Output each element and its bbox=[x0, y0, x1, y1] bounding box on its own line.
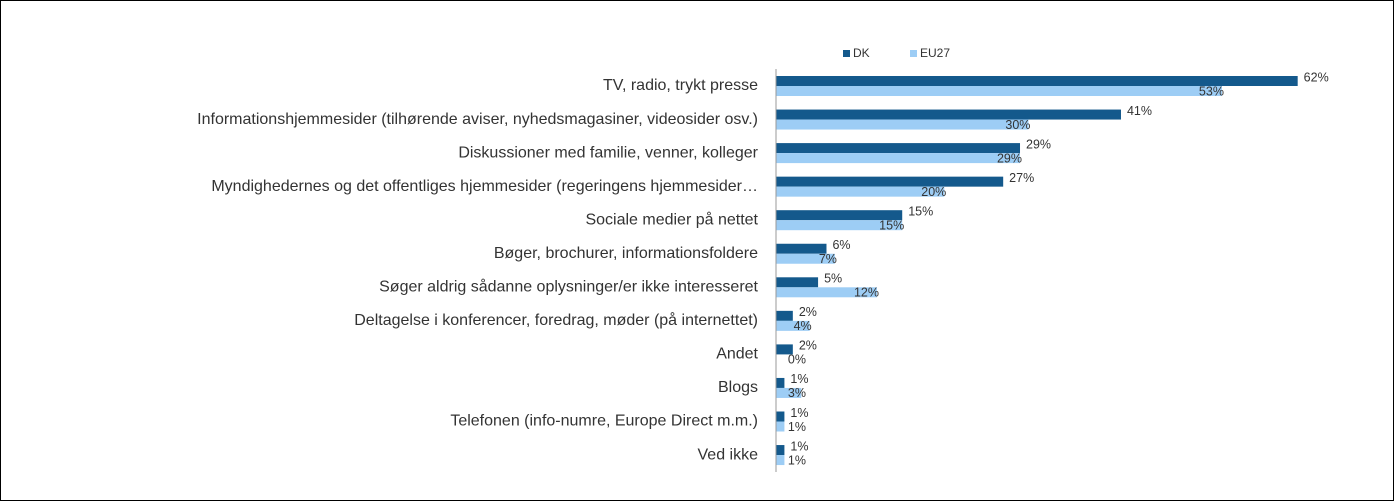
bar bbox=[776, 176, 1004, 187]
bar bbox=[776, 455, 785, 466]
bar bbox=[776, 143, 1021, 154]
value-label: 41% bbox=[1127, 104, 1152, 118]
value-label: 3% bbox=[788, 386, 806, 400]
value-label: 29% bbox=[997, 151, 1022, 165]
value-label: 29% bbox=[1026, 137, 1051, 151]
category-label: Andet bbox=[716, 346, 758, 363]
category-label: Informationshjemmesider (tilhørende avis… bbox=[197, 111, 758, 128]
bar bbox=[776, 287, 877, 298]
value-label: 62% bbox=[1304, 70, 1329, 84]
bar bbox=[776, 186, 945, 197]
bar bbox=[776, 310, 793, 321]
value-label: 12% bbox=[854, 286, 879, 300]
value-label: 5% bbox=[824, 272, 842, 286]
legend-swatch bbox=[843, 50, 850, 57]
category-label: Ved ikke bbox=[698, 446, 759, 463]
category-label: Søger aldrig sådanne oplysninger/er ikke… bbox=[379, 278, 758, 296]
bar bbox=[776, 210, 903, 221]
bar bbox=[776, 243, 827, 254]
value-label: 1% bbox=[790, 406, 808, 420]
bar bbox=[776, 277, 819, 288]
category-label: Deltagelse i konferencer, foredrag, møde… bbox=[354, 311, 758, 329]
value-label: 2% bbox=[799, 339, 817, 353]
bar bbox=[776, 119, 1029, 130]
value-label: 30% bbox=[1005, 118, 1030, 132]
value-label: 4% bbox=[794, 319, 812, 333]
value-label: 15% bbox=[879, 218, 904, 232]
value-label: 15% bbox=[908, 204, 933, 218]
bar bbox=[776, 76, 1298, 86]
value-label: 7% bbox=[819, 252, 837, 266]
bar bbox=[776, 153, 1021, 164]
category-label: Telefonen (info-numre, Europe Direct m.m… bbox=[450, 413, 758, 430]
value-label: 1% bbox=[788, 453, 806, 467]
bar bbox=[776, 411, 785, 422]
bar bbox=[776, 220, 903, 231]
value-label: 2% bbox=[799, 305, 817, 319]
value-label: 6% bbox=[832, 238, 850, 252]
category-label: Diskussioner med familie, venner, kolleg… bbox=[458, 144, 758, 161]
bar bbox=[776, 320, 810, 331]
value-label: 1% bbox=[790, 439, 808, 453]
legend-label: EU27 bbox=[920, 46, 950, 60]
value-label: 0% bbox=[788, 353, 806, 367]
bar bbox=[776, 387, 802, 398]
legend-label: DK bbox=[853, 46, 870, 60]
category-label: Sociale medier på nettet bbox=[585, 210, 758, 228]
category-label: Bøger, brochurer, informationsfoldere bbox=[494, 245, 758, 262]
bar bbox=[776, 253, 835, 264]
value-label: 1% bbox=[790, 372, 808, 386]
category-label: TV, radio, trykt presse bbox=[603, 77, 758, 94]
bar bbox=[776, 344, 793, 355]
category-label: Myndighedernes og det offentliges hjemme… bbox=[211, 178, 758, 195]
value-label: 20% bbox=[921, 185, 946, 199]
value-label: 53% bbox=[1199, 84, 1224, 98]
category-label: Blogs bbox=[718, 379, 758, 396]
value-label: 1% bbox=[788, 420, 806, 434]
bar bbox=[776, 445, 785, 456]
value-label: 27% bbox=[1009, 171, 1034, 185]
bar bbox=[776, 421, 785, 432]
bar bbox=[776, 377, 785, 388]
legend-swatch bbox=[910, 50, 917, 57]
bar bbox=[776, 86, 1222, 96]
bar bbox=[776, 109, 1121, 120]
